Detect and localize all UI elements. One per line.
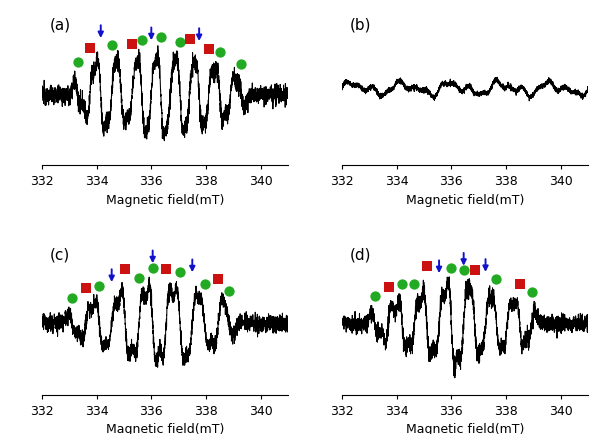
- Point: [67, 295, 77, 302]
- Point: [491, 276, 501, 283]
- Point: [148, 265, 157, 272]
- X-axis label: Magnetic field(mT): Magnetic field(mT): [406, 422, 524, 434]
- Point: [185, 36, 194, 43]
- Point: [156, 34, 166, 41]
- X-axis label: Magnetic field(mT): Magnetic field(mT): [106, 193, 224, 206]
- Text: (b): (b): [349, 18, 371, 33]
- Point: [121, 266, 130, 273]
- Point: [200, 280, 209, 287]
- Point: [410, 281, 419, 288]
- Point: [527, 289, 537, 296]
- Point: [73, 59, 82, 66]
- Text: (d): (d): [349, 247, 371, 262]
- Point: [161, 266, 171, 273]
- Point: [127, 42, 137, 49]
- Point: [224, 288, 234, 295]
- Point: [446, 265, 456, 272]
- Point: [81, 285, 91, 292]
- Point: [470, 267, 479, 274]
- Text: (c): (c): [49, 247, 70, 262]
- X-axis label: Magnetic field(mT): Magnetic field(mT): [106, 422, 224, 434]
- Point: [384, 283, 394, 290]
- Point: [95, 283, 104, 289]
- Point: [459, 267, 469, 274]
- Point: [422, 263, 431, 270]
- Point: [175, 39, 185, 46]
- Point: [175, 270, 185, 276]
- X-axis label: Magnetic field(mT): Magnetic field(mT): [406, 193, 524, 206]
- Point: [236, 62, 246, 69]
- Point: [370, 293, 380, 300]
- Point: [515, 281, 524, 288]
- Point: [137, 37, 146, 44]
- Point: [134, 275, 144, 282]
- Point: [397, 281, 407, 288]
- Point: [85, 46, 95, 53]
- Point: [214, 276, 223, 283]
- Point: [107, 43, 116, 49]
- Point: [215, 50, 224, 57]
- Text: (a): (a): [49, 18, 71, 33]
- Point: [204, 46, 214, 53]
